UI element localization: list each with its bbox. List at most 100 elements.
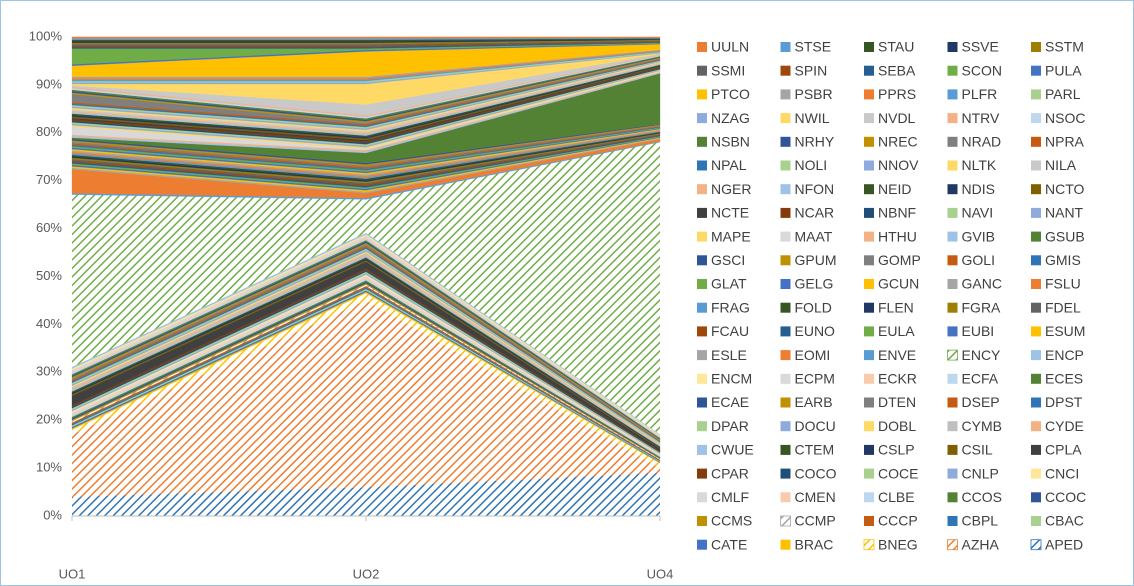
- legend-swatch: [697, 326, 707, 337]
- legend-swatch: [780, 302, 791, 313]
- legend-swatch: [864, 184, 874, 195]
- legend-label: GOMP: [878, 252, 921, 268]
- legend-label: NVDL: [878, 110, 916, 126]
- legend-label: CBAC: [1045, 513, 1084, 529]
- legend-swatch: [864, 326, 874, 337]
- legend-swatch: [780, 539, 791, 550]
- legend-label: ESUM: [1045, 323, 1085, 339]
- legend-label: EARB: [795, 394, 833, 410]
- legend-label: GMIS: [1045, 252, 1081, 268]
- legend-swatch: [947, 136, 958, 147]
- legend-label: CSIL: [962, 442, 993, 458]
- legend-label: PSBR: [795, 86, 833, 102]
- legend-swatch: [864, 65, 874, 76]
- legend-label: NDIS: [962, 181, 995, 197]
- y-tick-label: 60%: [36, 220, 62, 235]
- legend-swatch: [947, 184, 958, 195]
- legend-label: ENCP: [1045, 347, 1084, 363]
- legend-swatch: [697, 468, 707, 479]
- legend-label: NLTK: [962, 157, 997, 173]
- legend-swatch: [1031, 421, 1041, 432]
- legend-swatch: [864, 302, 874, 313]
- legend-label: NILA: [1045, 157, 1077, 173]
- legend-swatch: [947, 373, 958, 384]
- legend-swatch: [1031, 350, 1041, 361]
- legend-label: NOLI: [795, 157, 828, 173]
- legend-label: PTCO: [711, 86, 750, 102]
- legend-label: FOLD: [795, 299, 832, 315]
- legend-label: HTHU: [878, 228, 917, 244]
- legend-swatch: [947, 113, 958, 124]
- legend-swatch: [947, 539, 958, 551]
- legend-label: CCMS: [711, 513, 752, 529]
- legend-swatch: [780, 207, 791, 218]
- legend-label: GPUM: [795, 252, 837, 268]
- legend-swatch: [947, 279, 958, 289]
- y-tick-label: 100%: [29, 28, 63, 43]
- legend-label: NWIL: [795, 110, 830, 126]
- legend-label: SSTM: [1045, 39, 1084, 55]
- legend-swatch: [780, 421, 791, 432]
- legend-label: DOBL: [878, 418, 916, 434]
- legend-swatch: [1031, 468, 1041, 479]
- legend-swatch: [780, 89, 791, 100]
- legend-swatch: [697, 184, 707, 195]
- legend-swatch: [780, 468, 791, 479]
- legend-swatch: [697, 350, 707, 361]
- legend-swatch: [1031, 444, 1041, 455]
- legend-swatch: [697, 42, 707, 52]
- legend-swatch: [947, 421, 958, 432]
- legend-swatch: [780, 444, 791, 455]
- legend-label: ECPM: [795, 371, 835, 387]
- y-tick-label: 10%: [36, 460, 62, 475]
- legend-swatch: [697, 255, 707, 266]
- legend-label: FRAG: [711, 299, 750, 315]
- legend-label: SEBA: [878, 62, 916, 78]
- legend-label: EOMI: [795, 347, 831, 363]
- legend-label: NPRA: [1045, 134, 1085, 150]
- legend-swatch: [1031, 160, 1041, 171]
- legend-label: ENVE: [878, 347, 916, 363]
- legend-swatch: [864, 444, 874, 455]
- legend-swatch: [864, 373, 874, 384]
- area: [71, 36, 661, 39]
- legend-label: ECAE: [711, 394, 749, 410]
- area: [72, 142, 660, 435]
- y-tick-label: 80%: [36, 124, 62, 139]
- legend-label: CPAR: [711, 465, 749, 481]
- legend-label: CPLA: [1045, 442, 1082, 458]
- legend-label: NGER: [711, 181, 751, 197]
- legend-swatch: [697, 113, 707, 124]
- legend-swatch: [697, 539, 707, 550]
- y-tick-label: 20%: [36, 412, 62, 427]
- legend-swatch: [1031, 516, 1041, 526]
- legend-label: CNCI: [1045, 465, 1079, 481]
- y-tick-label: 30%: [36, 364, 62, 379]
- legend-swatch: [697, 397, 707, 408]
- legend-swatch: [780, 160, 791, 171]
- x-tick-label: UO4: [647, 566, 674, 581]
- legend-label: NEID: [878, 181, 911, 197]
- legend-label: CCCP: [878, 513, 918, 529]
- legend-swatch: [1031, 113, 1041, 124]
- legend-label: UULN: [711, 39, 749, 55]
- legend-swatch: [864, 160, 874, 171]
- legend-swatch: [697, 207, 707, 218]
- legend-label: PLFR: [962, 86, 998, 102]
- legend-swatch: [864, 279, 874, 289]
- legend-label: GCUN: [878, 276, 919, 292]
- legend-swatch: [697, 89, 707, 100]
- legend-swatch: [1031, 255, 1041, 266]
- legend-swatch: [780, 184, 791, 195]
- legend-swatch: [780, 397, 791, 408]
- legend-swatch: [864, 492, 874, 503]
- legend-label: COCO: [795, 465, 837, 481]
- legend-label: COCE: [878, 465, 918, 481]
- legend-label: SCON: [962, 62, 1002, 78]
- legend-label: ECKR: [878, 371, 917, 387]
- legend-label: GVIB: [962, 228, 995, 244]
- legend-label: DOCU: [795, 418, 836, 434]
- legend-swatch: [780, 515, 791, 527]
- legend-label: FSLU: [1045, 276, 1081, 292]
